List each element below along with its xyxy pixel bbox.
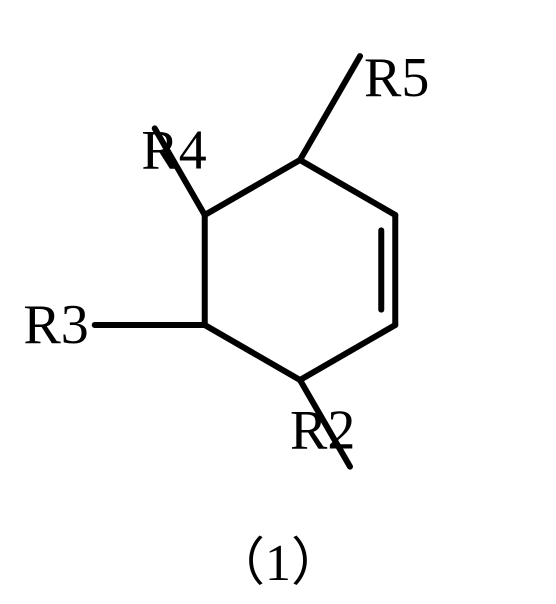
structure-caption: （1） bbox=[213, 535, 343, 592]
cyclohexene-ring bbox=[205, 160, 396, 380]
chemical-structure-diagram: R2 R3 R4 R5 （1） bbox=[0, 0, 556, 604]
r5-bond bbox=[300, 56, 360, 160]
r3-label: R3 bbox=[23, 294, 88, 356]
r5-label: R5 bbox=[364, 47, 429, 109]
r4-label: R4 bbox=[141, 119, 206, 181]
substituents-group: R2 R3 R4 R5 bbox=[23, 47, 429, 467]
r2-label: R2 bbox=[290, 400, 355, 462]
